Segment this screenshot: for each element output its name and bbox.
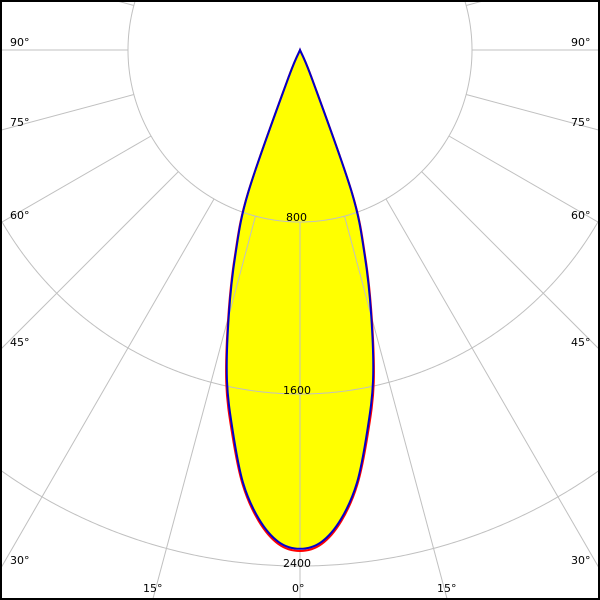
angle-label-right: 75° <box>571 116 591 129</box>
grid-radial-line <box>0 171 179 351</box>
angle-label-right: 45° <box>571 336 591 349</box>
radial-tick-label: 1600 <box>283 384 311 397</box>
angle-label-left: 15° <box>143 582 163 595</box>
grid-radial-line <box>448 135 600 224</box>
angle-label-left: 45° <box>10 336 30 349</box>
grid-radial-line <box>466 94 600 131</box>
radial-tick-label: 2400 <box>283 557 311 570</box>
angle-label-left: 75° <box>10 116 30 129</box>
grid-circle-800 <box>127 0 473 223</box>
angle-label-right: 30° <box>571 554 591 567</box>
angle-label-left: 90° <box>10 36 30 49</box>
angle-label-left: 0° <box>292 582 305 595</box>
grid-radial-line <box>113 0 134 6</box>
radial-tick-label: 800 <box>286 211 307 224</box>
grid-radial-line <box>385 198 600 570</box>
grid-radial-line <box>0 135 152 224</box>
intensity-curve-2 <box>225 47 375 550</box>
angle-label-right: 60° <box>571 209 591 222</box>
grid-circle-2400 <box>0 469 600 567</box>
grid-radial-line <box>466 0 487 6</box>
angle-label-left: 30° <box>10 554 30 567</box>
grid-radial-line <box>421 171 600 351</box>
grid-radial-line <box>0 94 134 131</box>
grid-circle-1600 <box>0 219 600 395</box>
grid-radial-line <box>0 198 215 570</box>
grid-radial-line <box>344 216 448 600</box>
label-layer: 800 1600 2400 90° 75° 60° 45° 30° 15° 0° 90° 75° 60°… <box>10 36 591 595</box>
curve-layer <box>225 47 375 552</box>
grid-radial-line <box>152 216 256 600</box>
angle-label-right: 90° <box>571 36 591 49</box>
angle-label-left: 60° <box>10 209 30 222</box>
angle-label-right: 15° <box>437 582 457 595</box>
